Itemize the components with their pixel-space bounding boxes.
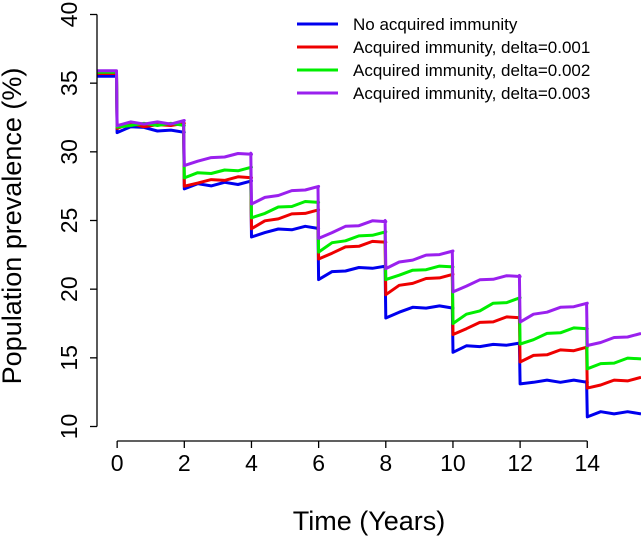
legend-label-2: Acquired immunity, delta=0.001	[353, 38, 590, 57]
series-line-4	[97, 69, 641, 347]
y-tick-label: 10	[56, 414, 82, 440]
y-tick-label: 30	[56, 139, 82, 165]
y-axis-title: Population prevalence (%)	[0, 68, 27, 385]
y-tick-label: 35	[56, 70, 82, 96]
series-layer	[97, 69, 641, 419]
series-line-2	[97, 72, 641, 390]
x-tick-label: 6	[312, 450, 325, 476]
x-tick-label: 14	[574, 450, 600, 476]
x-tick-label: 0	[111, 450, 124, 476]
y-tick-label: 25	[56, 208, 82, 234]
x-axis-title: Time (Years)	[293, 506, 446, 536]
x-tick-label: 12	[507, 450, 533, 476]
y-tick-label: 40	[56, 2, 82, 28]
legend-label-3: Acquired immunity, delta=0.002	[353, 61, 590, 80]
legend-label-1: No acquired immunity	[353, 15, 518, 34]
x-tick-label: 4	[245, 450, 258, 476]
series-line-3	[97, 70, 641, 371]
x-tick-label: 2	[178, 450, 191, 476]
legend: No acquired immunity Acquired immunity, d…	[297, 15, 590, 103]
y-tick-label: 15	[56, 345, 82, 371]
y-tick-label: 20	[56, 276, 82, 302]
x-tick-label: 10	[440, 450, 466, 476]
y-axis-ticks: 10 15 20 25 30 35 40	[56, 2, 97, 440]
x-tick-label: 8	[379, 450, 392, 476]
legend-label-4: Acquired immunity, delta=0.003	[353, 84, 590, 103]
series-line-1	[97, 74, 641, 419]
x-axis-ticks: 0 2 4 6 8 10 12 14	[111, 441, 600, 476]
